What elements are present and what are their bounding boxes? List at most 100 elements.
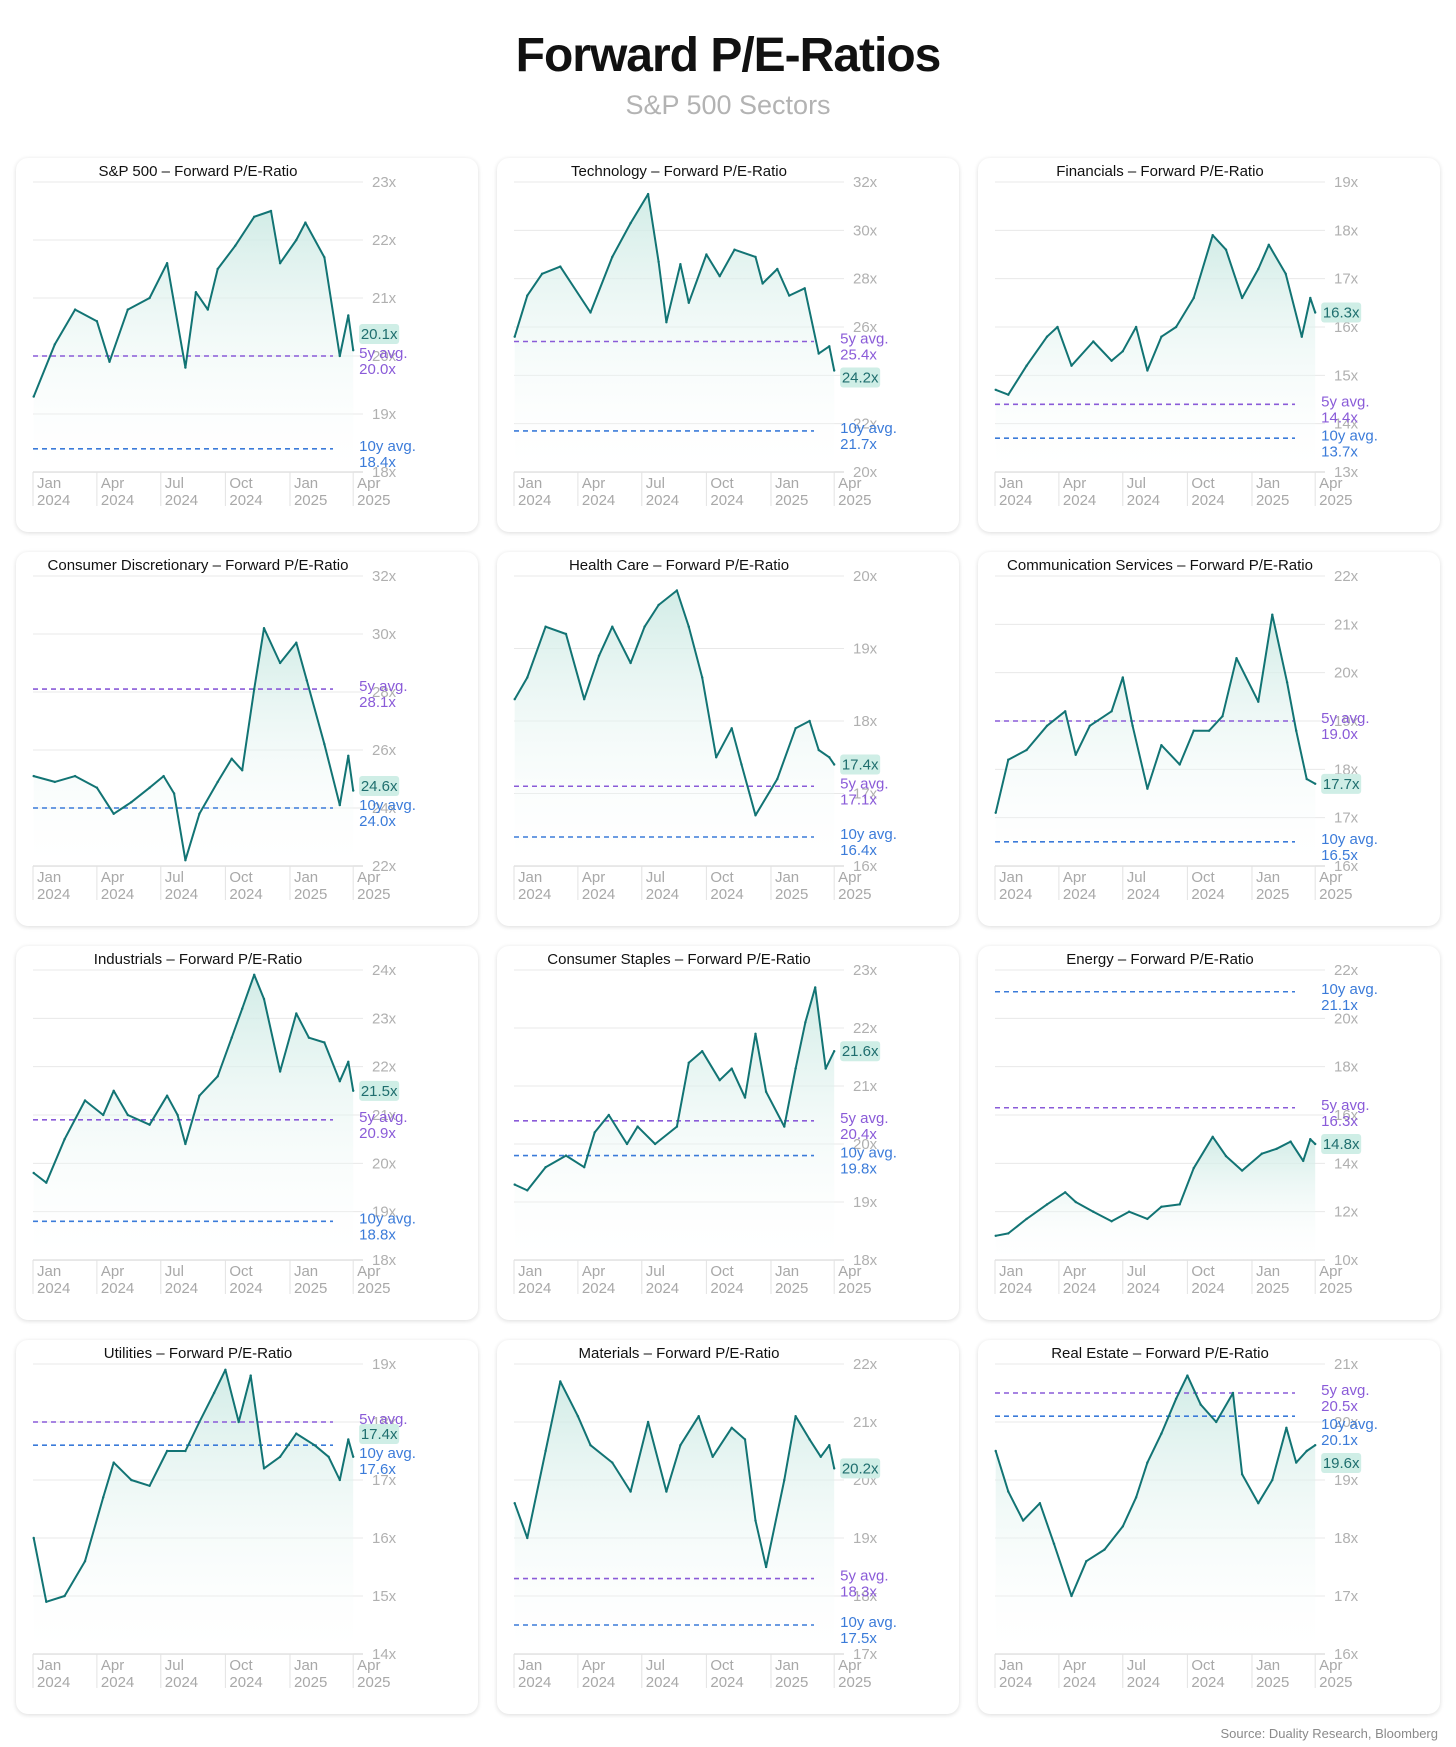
series-point [108,360,111,363]
x-tick-label: 2025 [775,1280,808,1297]
y-tick-label: 10x [1334,1252,1359,1269]
series-point [1110,710,1113,713]
series-point [216,780,219,784]
series-point [130,1478,133,1482]
y-tick-label: 30x [853,222,878,239]
ten-year-avg-value: 20.1x [1321,1432,1358,1449]
series-point [824,1067,827,1070]
x-tick-label: Oct [1191,869,1215,886]
series-area [514,194,835,472]
series-area [33,211,354,472]
series-point [994,1449,997,1453]
x-tick-label: 2025 [775,492,808,509]
series-point [764,1565,768,1569]
series-point [1314,1142,1317,1146]
series-point [646,192,650,196]
x-tick-label: 2024 [229,492,262,509]
x-tick-label: Apr [1063,869,1086,886]
x-tick-label: 2024 [999,886,1032,903]
current-value-label: 19.6x [1323,1455,1360,1472]
series-point [833,1467,836,1470]
current-value-label: 17.4x [361,1426,398,1443]
x-tick-label: Jan [1256,475,1280,492]
x-tick-label: 2024 [710,886,743,903]
series-point [148,1484,151,1487]
series-point [559,265,562,268]
y-tick-label: 18x [853,1588,878,1605]
y-tick-label: 28x [853,271,878,288]
x-tick-label: 2024 [710,1280,743,1297]
ten-year-avg-label: 10y avg. [840,826,897,843]
ten-year-avg-label: 10y avg. [359,438,416,455]
x-tick-label: 2024 [101,1280,134,1297]
series-point [206,308,209,311]
y-tick-label: 32x [853,174,878,191]
current-value-label: 21.5x [361,1083,398,1100]
series-point [295,238,298,242]
pe-line-chart: Communication Services – Forward P/E-Rat… [994,557,1378,903]
series-point [794,727,797,730]
series-point [783,1478,786,1482]
series-point [352,789,355,792]
series-point [32,1536,35,1540]
x-tick-label: 2025 [1319,492,1352,509]
x-tick-label: 2025 [294,492,327,509]
series-point [262,627,266,630]
series-point [1092,340,1095,343]
x-tick-label: 2024 [1063,886,1096,903]
series-point [754,814,757,817]
current-value-badge [359,324,400,344]
x-tick-label: Apr [1063,1657,1086,1674]
series-point [1160,335,1163,338]
series-point [338,354,341,358]
chart-title: Energy – Forward P/E-Ratio [1066,951,1254,968]
x-tick-label: Jul [165,475,184,492]
series-point [754,1032,757,1035]
x-tick-label: 2024 [646,1280,679,1297]
five-year-avg-label: 5y avg. [359,678,407,695]
chart-title: S&P 500 – Forward P/E-Ratio [99,163,298,180]
series-point [1146,787,1149,790]
x-tick-label: 2024 [1063,492,1096,509]
y-tick-label: 15x [372,1588,397,1605]
y-tick-label: 17x [853,1646,878,1663]
five-year-avg-label: 5y avg. [1321,1097,1369,1114]
ten-year-avg-value: 13.7x [1321,443,1358,460]
x-tick-label: 2024 [582,492,615,509]
series-point [1211,1135,1214,1138]
y-tick-label: 14x [1334,1155,1359,1172]
series-point [278,1455,282,1458]
series-point [589,1444,592,1447]
series-point [718,1079,721,1082]
series-point [112,1461,115,1464]
x-tick-label: 2025 [294,886,327,903]
series-point [583,698,586,701]
ten-year-avg-label: 10y avg. [840,1145,897,1162]
series-point [1257,267,1260,271]
current-value-label: 14.8x [1323,1136,1360,1153]
current-value-label: 16.3x [1323,305,1360,322]
series-point [1085,1560,1088,1563]
series-point [808,1438,811,1441]
x-tick-label: 2025 [838,1674,871,1691]
ten-year-avg-label: 10y avg. [840,420,897,437]
series-point [1178,763,1181,766]
y-tick-label: 16x [1334,1107,1359,1124]
y-tick-label: 20x [1334,1010,1359,1027]
y-tick-label: 20x [372,1155,397,1172]
series-point [611,255,614,259]
x-tick-label: 2024 [1127,492,1160,509]
chart-title: Consumer Discretionary – Forward P/E-Rat… [48,557,349,574]
series-point [653,1142,657,1146]
series-point [148,296,151,300]
x-tick-label: 2024 [518,492,551,509]
x-tick-label: 2024 [165,886,198,903]
series-point [73,308,77,311]
series-point [278,1070,282,1073]
series-point [165,1449,169,1453]
series-point [1284,272,1287,275]
series-area [33,1369,354,1654]
series-point [45,1181,48,1184]
current-value-badge [359,1424,400,1444]
series-point [253,973,256,976]
